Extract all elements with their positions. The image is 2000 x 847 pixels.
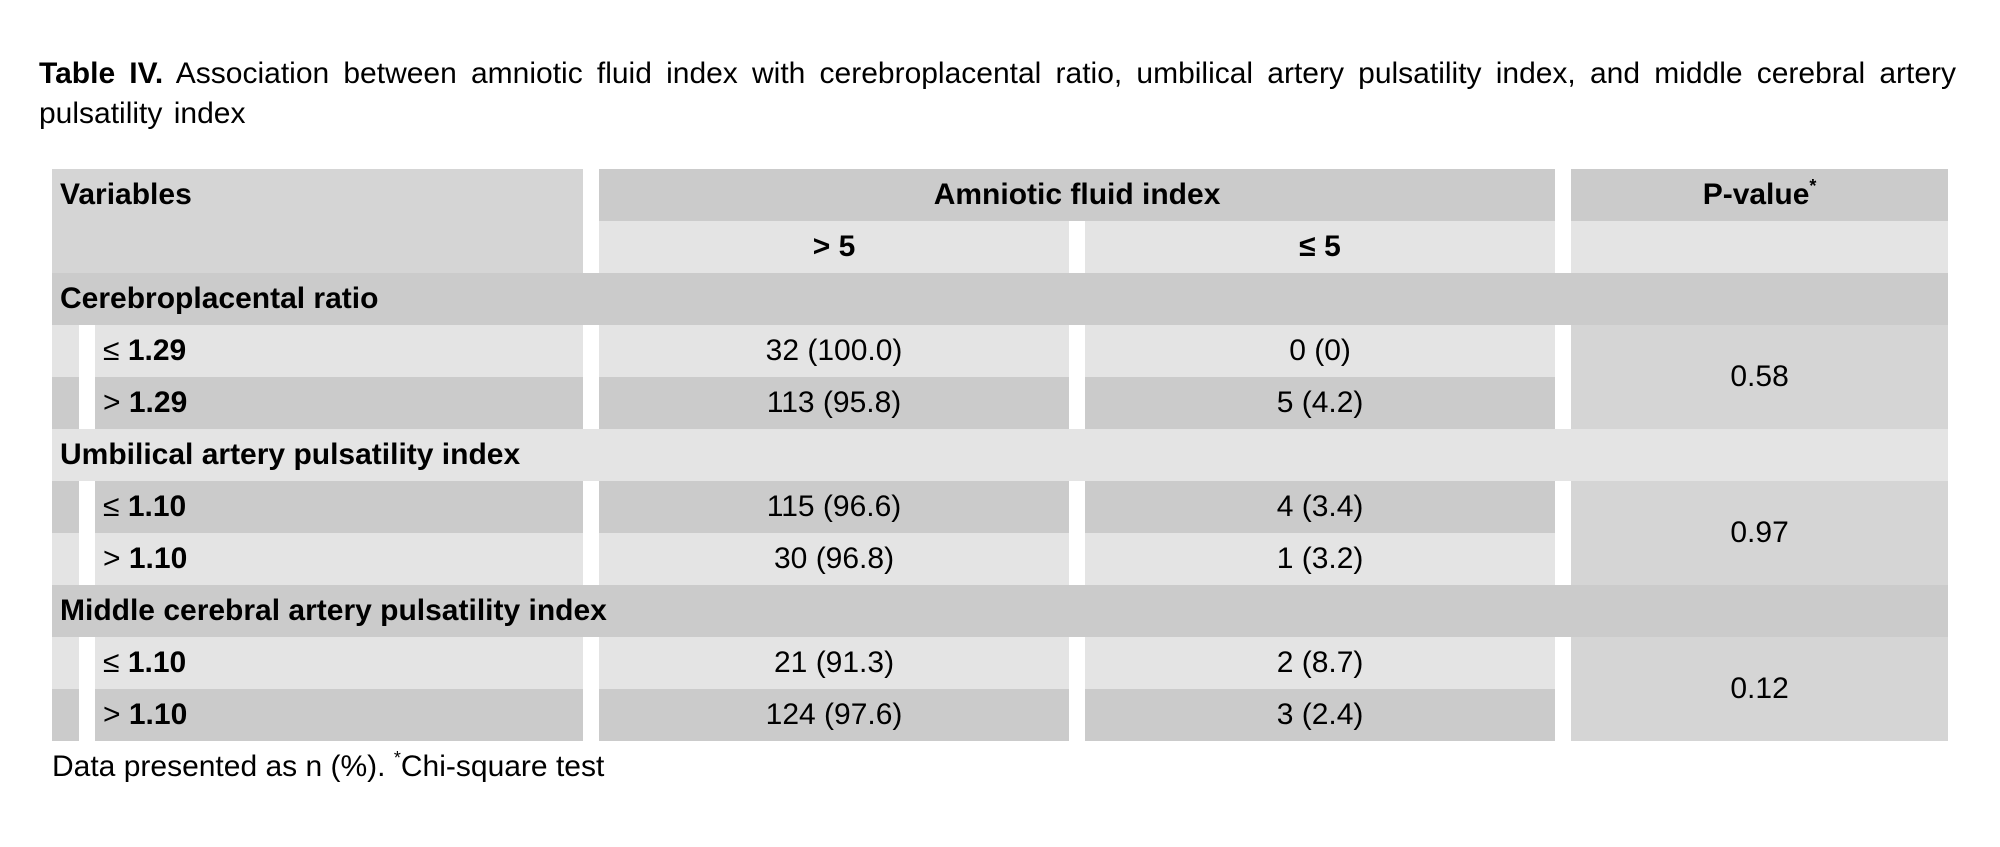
caption-text: Association between amniotic fluid index… <box>39 57 1957 130</box>
cell-le5: 4 (3.4) <box>1085 481 1556 533</box>
cell-gt5: 124 (97.6) <box>599 689 1070 741</box>
row-label: ≤ 1.10 <box>95 481 584 533</box>
section-row: Middle cerebral artery pulsatility index <box>52 585 1949 637</box>
table-row: ≤ 1.10 21 (91.3) 2 (8.7) 0.12 <box>52 637 1949 741</box>
header-row-1: Variables Amniotic fluid index P-value* <box>52 169 1949 221</box>
cell-gt5: 32 (100.0) <box>599 325 1070 377</box>
table-row: ≤ 1.29 32 (100.0) 0 (0) 0.58 <box>52 325 1949 429</box>
cell-gt5: 115 (96.6) <box>599 481 1070 533</box>
cell-pvalue: 0.97 <box>1571 481 1949 585</box>
section-row: Cerebroplacental ratio <box>52 273 1949 325</box>
cell-le5: 3 (2.4) <box>1085 689 1556 741</box>
footnote-test: Chi-square test <box>400 750 605 783</box>
header-amniotic-fluid-index: Amniotic fluid index <box>599 169 1556 221</box>
header-pvalue-mark: * <box>1809 176 1817 196</box>
row-label: > 1.10 <box>95 533 584 585</box>
row-label: ≤ 1.29 <box>95 325 584 377</box>
cell-le5: 2 (8.7) <box>1085 637 1556 689</box>
section-title: Cerebroplacental ratio <box>52 273 1949 325</box>
cell-gt5: 21 (91.3) <box>599 637 1070 689</box>
cell-le5: 5 (4.2) <box>1085 377 1556 429</box>
cell-pvalue: 0.58 <box>1571 325 1949 429</box>
cell-le5: 1 (3.2) <box>1085 533 1556 585</box>
cell-le5: 0 (0) <box>1085 325 1556 377</box>
header-pvalue: P-value* <box>1571 169 1949 221</box>
table-row: ≤ 1.10 115 (96.6) 4 (3.4) 0.97 <box>52 481 1949 585</box>
caption-label: Table IV. <box>39 57 164 90</box>
section-row: Umbilical artery pulsatility index <box>52 429 1949 481</box>
table-row: > 1.10 124 (97.6) 3 (2.4) <box>52 689 1948 741</box>
header-variables: Variables <box>52 169 584 221</box>
row-label: > 1.10 <box>95 689 584 741</box>
cell-pvalue: 0.12 <box>1571 637 1949 741</box>
table-row: > 1.29 113 (95.8) 5 (4.2) <box>52 377 1948 429</box>
header-col-gt5: > 5 <box>599 221 1070 273</box>
data-table: Variables Amniotic fluid index P-value* … <box>52 169 1949 741</box>
table-row: > 1.10 30 (96.8) 1 (3.2) <box>52 533 1948 585</box>
section-title: Middle cerebral artery pulsatility index <box>52 585 1949 637</box>
section-title: Umbilical artery pulsatility index <box>52 429 1949 481</box>
table-footnote: Data presented as n (%). *Chi-square tes… <box>52 747 604 787</box>
header-row-2: > 5 ≤ 5 <box>52 221 1949 273</box>
table-caption: Table IV. Association between amniotic f… <box>39 54 1956 134</box>
row-label: > 1.29 <box>95 377 584 429</box>
header-col-le5: ≤ 5 <box>1085 221 1556 273</box>
cell-gt5: 113 (95.8) <box>599 377 1070 429</box>
footnote-text: Data presented as n (%). <box>52 750 386 783</box>
row-label: ≤ 1.10 <box>95 637 584 689</box>
footnote-mark: * <box>393 748 401 768</box>
cell-gt5: 30 (96.8) <box>599 533 1070 585</box>
